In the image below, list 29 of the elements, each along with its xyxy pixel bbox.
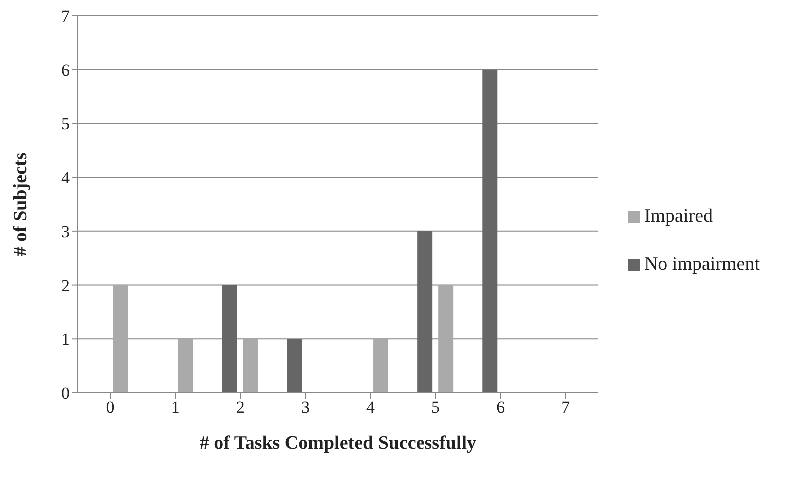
- bar: [222, 285, 238, 393]
- y-axis-title: # of Subjects: [10, 152, 32, 256]
- bar: [418, 231, 433, 393]
- x-tick-label: 0: [106, 398, 115, 418]
- bar: [113, 285, 128, 393]
- x-tick-label: 2: [236, 398, 245, 418]
- legend-label: Impaired: [644, 206, 714, 226]
- bar: [178, 339, 194, 393]
- x-tick-label: 1: [171, 398, 180, 418]
- bar: [482, 70, 498, 393]
- y-tick-label: 2: [62, 276, 70, 296]
- x-tick-label: 7: [562, 398, 571, 418]
- x-tick-label: 3: [301, 398, 310, 418]
- x-tick-label: 5: [432, 398, 440, 418]
- x-axis-title: # of Tasks Completed Successfully: [200, 433, 478, 454]
- bar: [374, 339, 389, 393]
- y-tick-label: 4: [62, 168, 70, 188]
- y-tick-label: 0: [62, 384, 70, 404]
- bar: [243, 339, 258, 393]
- legend-label: No impairment: [644, 254, 760, 274]
- bar: [287, 339, 302, 393]
- bar: [438, 285, 454, 393]
- y-tick-label: 7: [62, 7, 70, 26]
- y-tick-label: 5: [62, 114, 70, 134]
- x-tick-label: 4: [366, 398, 376, 418]
- x-tick-label: 6: [496, 398, 506, 418]
- y-tick-label: 3: [62, 222, 70, 242]
- y-tick-label: 1: [62, 330, 70, 350]
- y-tick-label: 6: [62, 60, 70, 80]
